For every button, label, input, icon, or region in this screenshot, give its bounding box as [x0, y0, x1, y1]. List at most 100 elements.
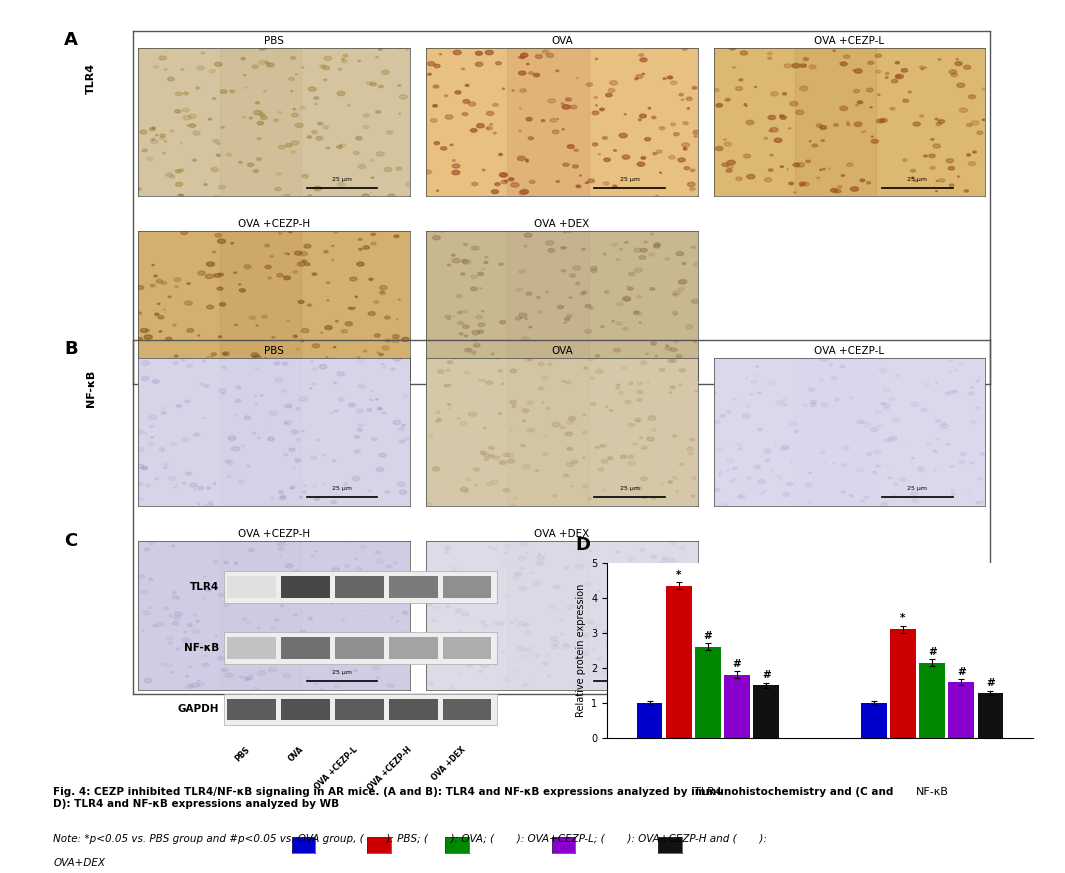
Circle shape	[150, 285, 155, 287]
Circle shape	[619, 134, 627, 138]
Circle shape	[256, 403, 258, 405]
Circle shape	[487, 127, 493, 130]
Circle shape	[781, 116, 786, 120]
Circle shape	[800, 185, 802, 186]
Text: C: C	[64, 532, 77, 550]
Circle shape	[733, 66, 735, 68]
Circle shape	[955, 62, 963, 65]
Circle shape	[484, 427, 486, 429]
Circle shape	[656, 150, 662, 153]
Circle shape	[475, 581, 482, 584]
Circle shape	[332, 460, 335, 462]
Circle shape	[936, 438, 939, 440]
Circle shape	[807, 502, 810, 504]
Circle shape	[384, 491, 390, 493]
Circle shape	[912, 457, 915, 459]
Circle shape	[960, 108, 967, 113]
Circle shape	[174, 486, 177, 488]
Circle shape	[277, 173, 281, 175]
Circle shape	[638, 119, 641, 120]
Circle shape	[940, 424, 948, 429]
Circle shape	[444, 546, 449, 549]
Circle shape	[782, 398, 787, 402]
Circle shape	[652, 116, 656, 119]
Circle shape	[153, 625, 157, 627]
Circle shape	[489, 446, 494, 450]
Circle shape	[444, 363, 452, 367]
Bar	[949, 682, 974, 738]
Circle shape	[621, 455, 626, 458]
Circle shape	[534, 73, 540, 77]
Circle shape	[457, 321, 463, 325]
Circle shape	[255, 368, 258, 369]
Circle shape	[756, 375, 758, 376]
Circle shape	[482, 268, 485, 270]
Circle shape	[789, 422, 797, 425]
Circle shape	[594, 625, 601, 629]
Circle shape	[602, 459, 608, 463]
Circle shape	[157, 622, 164, 626]
Title: OVA: OVA	[551, 36, 573, 46]
Circle shape	[977, 478, 982, 480]
Circle shape	[231, 446, 240, 451]
Circle shape	[575, 684, 581, 687]
Circle shape	[982, 119, 985, 120]
Circle shape	[670, 386, 675, 388]
Circle shape	[444, 385, 447, 387]
Circle shape	[155, 134, 158, 136]
Circle shape	[612, 244, 618, 246]
Circle shape	[321, 688, 323, 689]
Circle shape	[382, 365, 390, 369]
Circle shape	[528, 72, 534, 74]
Text: #: #	[928, 647, 936, 656]
Circle shape	[592, 143, 597, 146]
Circle shape	[169, 615, 171, 616]
Circle shape	[474, 468, 479, 471]
Circle shape	[271, 627, 276, 630]
Text: 25 μm: 25 μm	[332, 486, 353, 491]
Circle shape	[509, 178, 513, 181]
Circle shape	[668, 481, 672, 484]
Circle shape	[197, 486, 203, 490]
Circle shape	[271, 497, 274, 498]
Circle shape	[289, 78, 294, 80]
Circle shape	[919, 65, 923, 68]
Circle shape	[747, 175, 755, 179]
Circle shape	[160, 137, 165, 140]
Circle shape	[490, 124, 493, 125]
Circle shape	[562, 128, 564, 130]
Circle shape	[191, 625, 193, 627]
Circle shape	[546, 408, 550, 409]
Circle shape	[212, 98, 216, 100]
Circle shape	[537, 297, 540, 299]
Circle shape	[681, 546, 685, 549]
Circle shape	[590, 307, 593, 309]
Circle shape	[277, 541, 285, 546]
Circle shape	[299, 496, 302, 498]
Circle shape	[189, 365, 193, 368]
Circle shape	[542, 402, 544, 403]
Circle shape	[553, 641, 560, 644]
Circle shape	[679, 93, 684, 96]
Circle shape	[293, 108, 296, 110]
Circle shape	[946, 443, 950, 445]
Circle shape	[557, 306, 563, 309]
Circle shape	[603, 670, 608, 672]
Circle shape	[920, 115, 923, 117]
Text: #: #	[986, 678, 995, 688]
Circle shape	[939, 179, 945, 182]
Circle shape	[900, 478, 906, 481]
Circle shape	[212, 370, 218, 375]
Circle shape	[627, 455, 634, 458]
Bar	[220, 48, 301, 196]
Circle shape	[635, 418, 641, 422]
Circle shape	[591, 402, 595, 405]
Circle shape	[301, 328, 309, 333]
Circle shape	[313, 186, 322, 190]
Circle shape	[519, 270, 525, 273]
Circle shape	[982, 88, 986, 90]
Circle shape	[460, 487, 468, 491]
Circle shape	[547, 99, 556, 103]
Circle shape	[716, 104, 722, 107]
Circle shape	[237, 480, 244, 483]
